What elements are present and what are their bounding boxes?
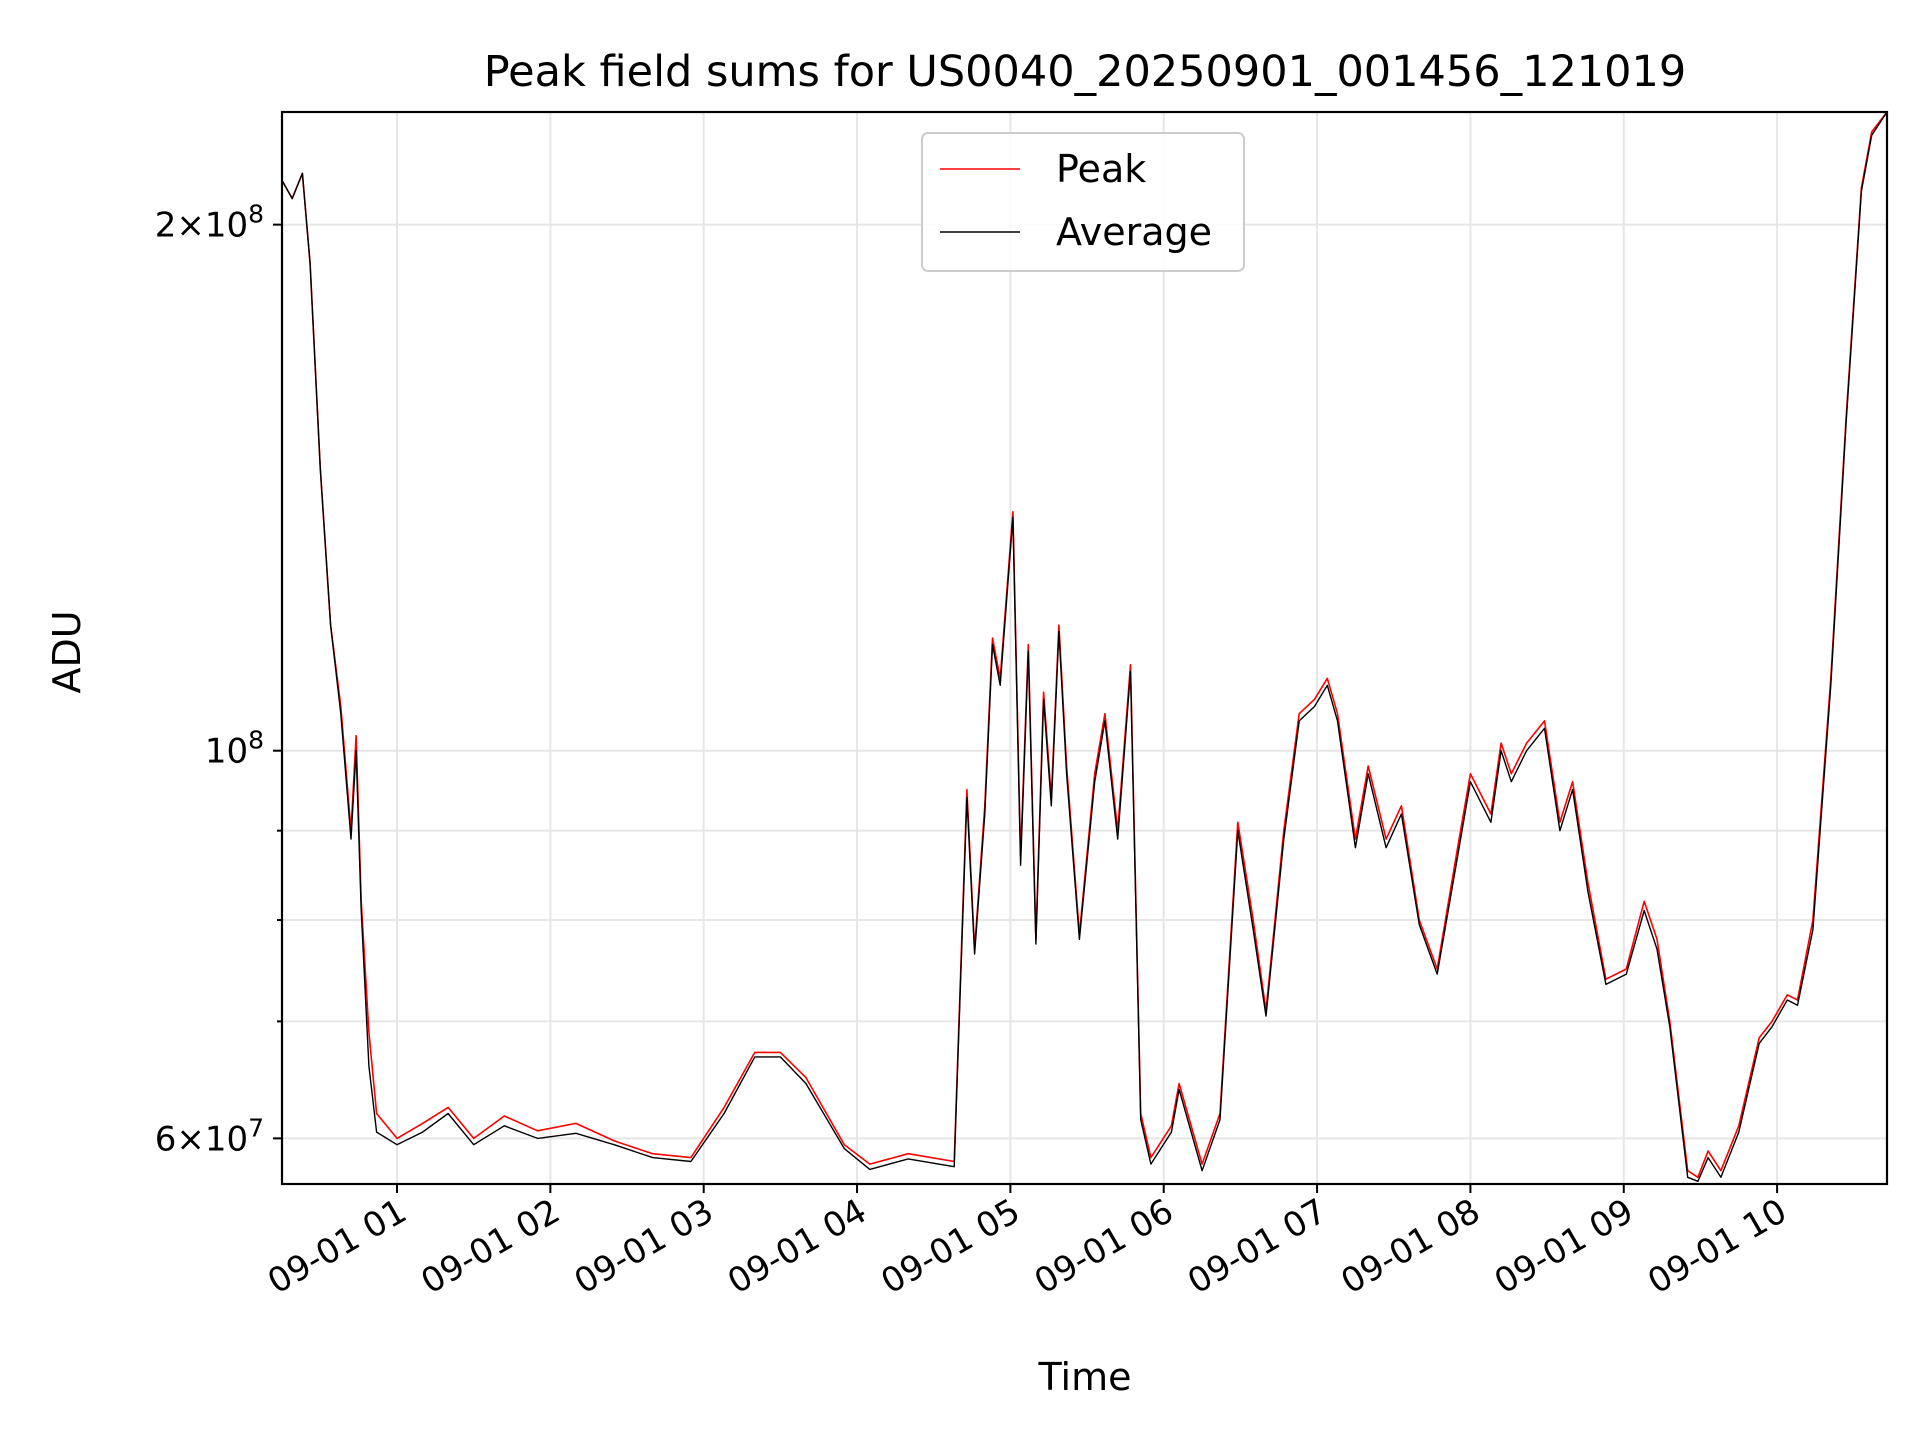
y-axis-label: ADU xyxy=(45,610,89,693)
y-tick-label: 6×107 xyxy=(155,1113,264,1159)
y-tick-label: 108 xyxy=(205,726,264,772)
x-axis-label: Time xyxy=(1038,1355,1132,1399)
peak-series-line xyxy=(281,111,1888,1179)
plot-area-frame xyxy=(280,110,1889,1186)
legend: Peak Average xyxy=(921,132,1245,272)
average-series-line xyxy=(281,111,1888,1182)
legend-label-peak: Peak xyxy=(1056,147,1146,191)
series-lines xyxy=(281,111,1888,1182)
y-tick-label: 2×108 xyxy=(155,200,264,246)
legend-label-average: Average xyxy=(1056,210,1212,254)
chart-title: Peak field sums for US0040_20250901_0014… xyxy=(484,47,1687,97)
legend-box xyxy=(921,132,1245,272)
